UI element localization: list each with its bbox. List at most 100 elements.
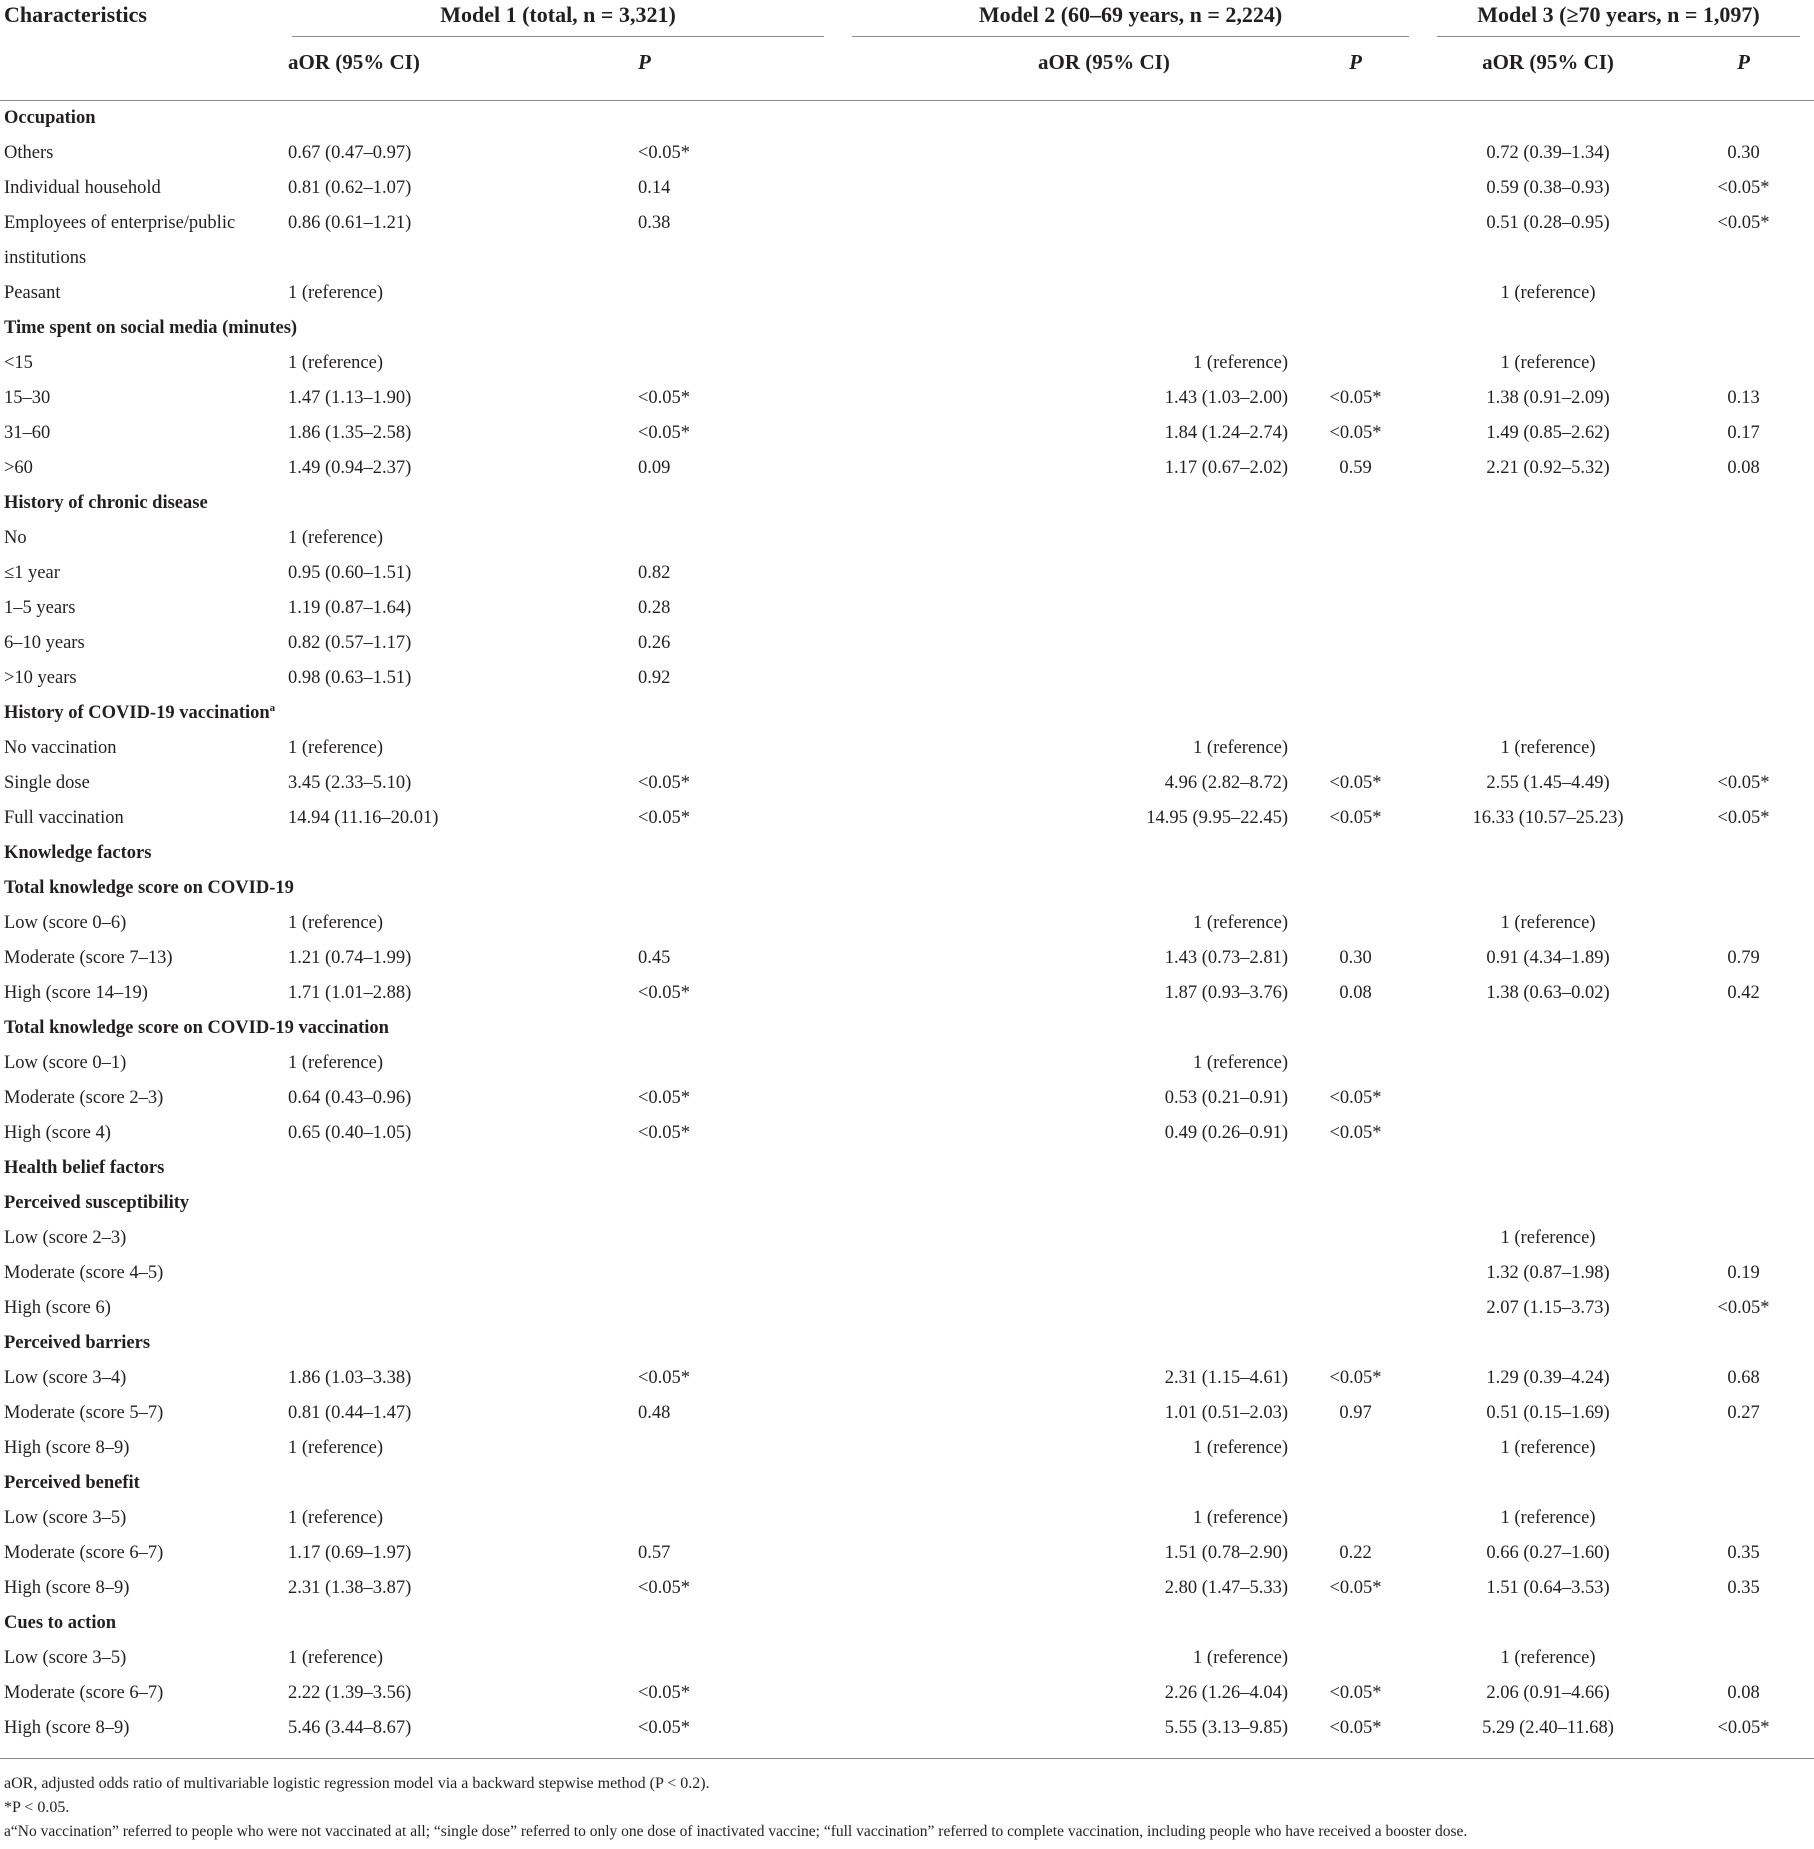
model1-p-cell [608,1221,838,1256]
table-row: Individual household 0.81 (0.62–1.07) 0.14… [0,171,1814,206]
model1-aor-cell: 5.46 (3.44–8.67) [288,1718,412,1738]
model2-aor-header: aOR (95% CI) [1038,50,1170,74]
section-row: History of chronic disease [0,486,1814,521]
model1-aor-cell: 1 (reference) [288,1053,383,1073]
model2-p-cell: 0.08 [1339,983,1372,1003]
row-label: High (score 6) [4,1298,111,1318]
model2-p-cell [1288,206,1423,241]
model2-p-cell: 0.22 [1339,1543,1372,1563]
row-label: Moderate (score 6–7) [4,1543,164,1563]
model3-p-cell: 0.13 [1727,388,1760,408]
table-row: 15–30 1.47 (1.13–1.90) <0.05* 1.43 (1.03–2.… [0,381,1814,416]
model1-aor-cell: 1 (reference) [288,738,383,758]
table-row: Low (score 3–5) 1 (reference) 1 (reference… [0,1501,1814,1536]
model2-p-cell: 0.97 [1339,1403,1372,1423]
model2-p-cell: <0.05* [1329,1578,1382,1598]
model1-aor-cell: 1 (reference) [288,913,383,933]
model3-p-cell: 0.08 [1727,458,1760,478]
row-label: High (score 8–9) [4,1578,130,1598]
model3-p-cell: 0.79 [1727,948,1760,968]
table-row: Moderate (score 5–7) 0.81 (0.44–1.47) 0.48… [0,1396,1814,1431]
model2-p-cell [1288,521,1423,556]
table-row: Moderate (score 7–13) 1.21 (0.74–1.99) 0.4… [0,941,1814,976]
model2-aor-cell: 1 (reference) [1193,1648,1289,1668]
model3-p-cell [1673,556,1814,591]
table-row: Low (score 0–1) 1 (reference) 1 (reference… [0,1046,1814,1081]
model3-p-cell [1673,1221,1814,1256]
model1-p-cell [608,1641,838,1676]
model2-p-cell [1288,661,1423,696]
footnote-marker: a [269,701,276,714]
model3-p-cell [1673,276,1814,311]
model3-aor-cell: 2.21 (0.92–5.32) [1486,458,1610,478]
model3-p-cell: <0.05* [1717,1718,1770,1738]
row-label: Low (score 3–5) [4,1508,127,1528]
model3-aor-cell: 0.59 (0.38–0.93) [1486,178,1610,198]
model3-aor-cell: 0.72 (0.39–1.34) [1486,143,1610,163]
row-label: 15–30 [4,388,51,408]
model3-p-cell: 0.19 [1727,1263,1760,1283]
section-row: Health belief factors [0,1151,1814,1186]
table-row: Low (score 3–4) 1.86 (1.03–3.38) <0.05* 2.3… [0,1361,1814,1396]
row-label: High (score 14–19) [4,983,148,1003]
model3-aor-cell: 1.32 (0.87–1.98) [1486,1263,1610,1283]
table-row: >10 years 0.98 (0.63–1.51) 0.92 [0,661,1814,696]
model3-p-cell: <0.05* [1717,213,1770,233]
model2-aor-cell [838,626,1288,661]
model1-aor-cell: 0.98 (0.63–1.51) [288,668,412,688]
regression-results-table: Characteristics Model 1 (total, n = 3,32… [0,2,1814,1759]
model3-p-cell [1673,626,1814,661]
model2-aor-cell [838,1256,1288,1291]
table-row: Peasant 1 (reference) 1 (reference) [0,276,1814,311]
model2-aor-cell: 1.87 (0.93–3.76) [1164,983,1289,1003]
model1-p-cell [608,1256,838,1291]
model2-aor-cell: 4.96 (2.82–8.72) [1164,773,1289,793]
row-label: Single dose [4,773,90,793]
table-body: Occupation Others 0.67 (0.47–0.97) <0.05* 0.… [0,101,1814,1746]
model2-p-cell: <0.05* [1329,1368,1382,1388]
model3-aor-cell [1423,521,1673,556]
model2-aor-cell: 1.17 (0.67–2.02) [1164,458,1289,478]
model1-aor-cell: 0.64 (0.43–0.96) [288,1088,412,1108]
section-label: Total knowledge score on COVID-19 vaccin… [4,1018,389,1038]
row-label: Moderate (score 4–5) [4,1263,164,1283]
model2-aor-cell: 2.26 (1.26–4.04) [1164,1683,1289,1703]
model2-p-cell [1288,346,1423,381]
model3-aor-cell: 1.49 (0.85–2.62) [1486,423,1610,443]
model1-p-cell [608,521,838,556]
model1-aor-cell: 3.45 (2.33–5.10) [288,773,412,793]
model1-p-cell: 0.45 [638,948,671,968]
section-label: Perceived benefit [4,1473,140,1493]
model1-p-cell: 0.26 [638,633,671,653]
model1-p-cell: 0.14 [638,178,671,198]
model3-aor-cell [1423,661,1673,696]
section-label: Health belief factors [4,1158,165,1178]
model1-p-cell [608,731,838,766]
model2-aor-cell: 5.55 (3.13–9.85) [1164,1718,1289,1738]
model1-p-cell: <0.05* [638,143,691,163]
table-row: Single dose 3.45 (2.33–5.10) <0.05* 4.96 (2… [0,766,1814,801]
section-label: Time spent on social media (minutes) [4,318,298,338]
model2-p-cell [1288,591,1423,626]
model1-aor-cell: 1.49 (0.94–2.37) [288,458,412,478]
section-row: Perceived barriers [0,1326,1814,1361]
model2-p-cell [1288,731,1423,766]
model1-aor-cell: 1.86 (1.35–2.58) [288,423,412,443]
model3-p-cell: <0.05* [1717,773,1770,793]
model3-aor-cell: 1 (reference) [1500,1228,1596,1248]
model1-aor-cell: 1 (reference) [288,353,383,373]
model3-aor-cell: 1 (reference) [1500,353,1596,373]
model1-aor-cell: 1 (reference) [288,1508,383,1528]
row-label: Employees of enterprise/public [4,213,236,233]
model2-aor-cell [838,521,1288,556]
row-label: Low (score 0–1) [4,1053,127,1073]
model3-aor-cell: 1 (reference) [1500,1438,1596,1458]
model2-aor-cell [838,661,1288,696]
model1-aor-cell: 2.31 (1.38–3.87) [288,1578,412,1598]
characteristics-header: Characteristics [4,2,147,27]
blank-header-cell [838,46,1038,101]
table-row: High (score 6) 2.07 (1.15–3.73) <0.05* [0,1291,1814,1326]
model2-p-header: P [1349,50,1362,74]
row-label: Moderate (score 7–13) [4,948,173,968]
model3-aor-cell: 1.38 (0.63–0.02) [1486,983,1610,1003]
